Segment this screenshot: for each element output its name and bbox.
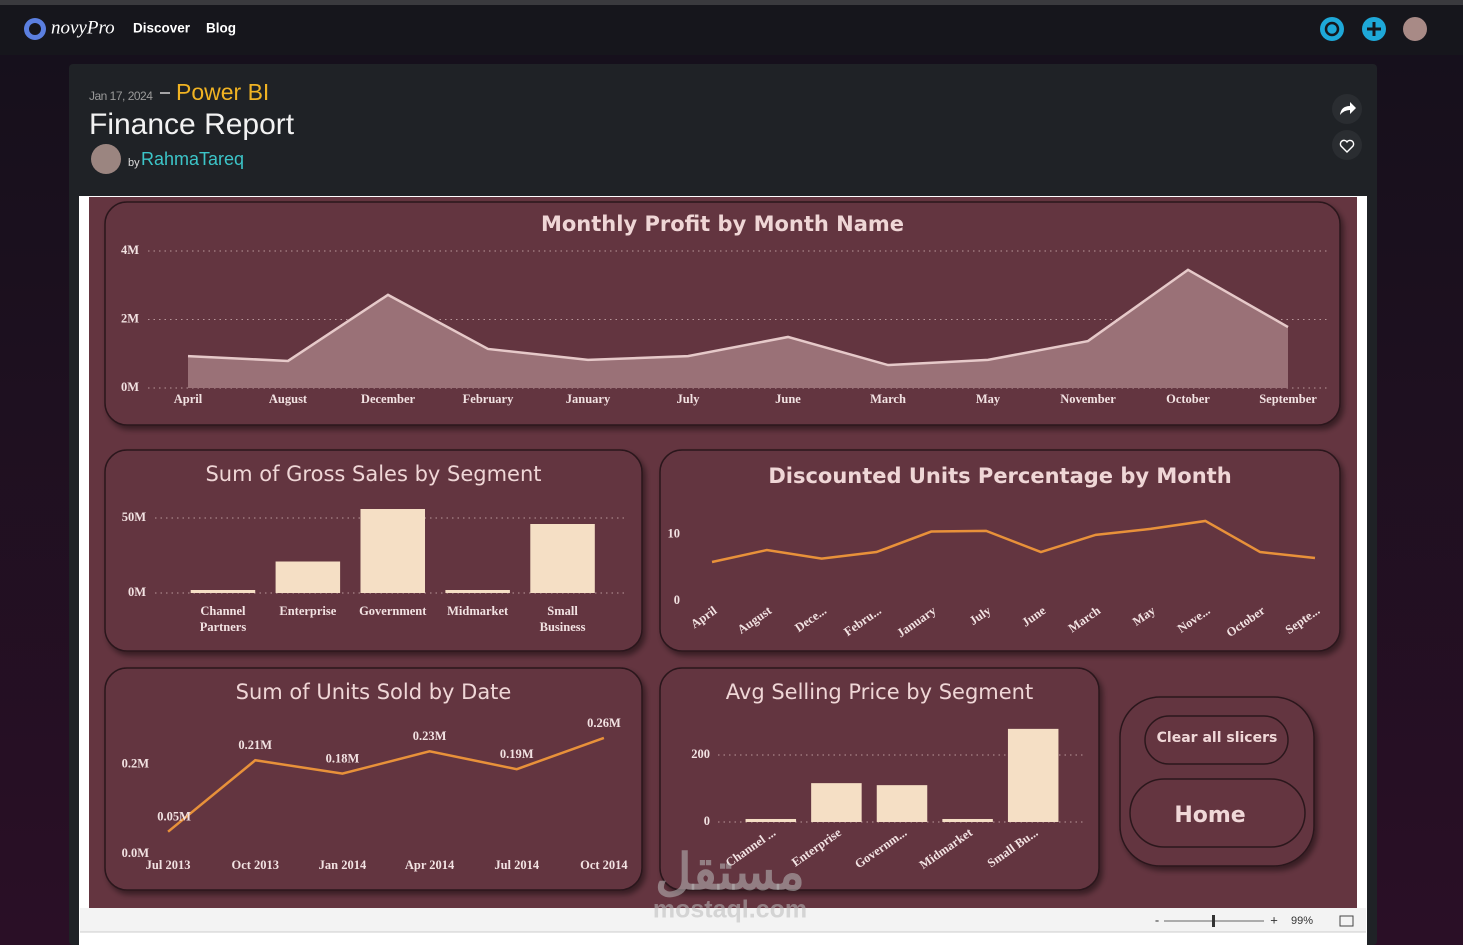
- x-tick-label: July: [677, 392, 701, 406]
- chart-title: Sum of Gross Sales by Segment: [205, 462, 541, 486]
- y-tick-label: 4M: [121, 243, 139, 257]
- data-label: 0.23M: [413, 729, 447, 743]
- x-tick-label: August: [269, 392, 308, 406]
- x-tick-label: June: [775, 392, 801, 406]
- top-strip: [0, 0, 1463, 5]
- line: [187, 268, 1289, 367]
- brand[interactable]: novyPro: [51, 17, 115, 38]
- bar: [530, 524, 595, 593]
- logo-inner: [29, 23, 41, 35]
- like-button[interactable]: [1332, 130, 1362, 160]
- zoom-level: 99%: [1291, 915, 1313, 927]
- user-avatar[interactable]: [1403, 17, 1427, 41]
- x-tick-label: May: [976, 392, 1001, 406]
- x-tick-label: Midmarket: [447, 604, 509, 618]
- y-tick-label: 10: [668, 527, 681, 541]
- bar: [811, 783, 862, 822]
- line: [711, 519, 1316, 564]
- x-tick-label: Channel Partners: [200, 604, 247, 634]
- x-tick-label: January: [566, 392, 611, 406]
- y-tick-label: 2M: [121, 311, 139, 325]
- post-date: Jan 17, 2024: [89, 89, 153, 103]
- zoom-out[interactable]: -: [1155, 912, 1159, 927]
- home-button[interactable]: [1129, 778, 1306, 848]
- bar: [876, 785, 928, 822]
- bar: [190, 590, 256, 593]
- y-tick-label: 0.0M: [122, 846, 150, 860]
- data-label: 0.18M: [326, 752, 360, 766]
- bar: [942, 818, 993, 822]
- support-icon-inner: [1324, 21, 1340, 37]
- platform: Power BI: [176, 79, 269, 105]
- x-tick-label: November: [1060, 392, 1116, 406]
- bar: [745, 818, 797, 822]
- bar: [445, 590, 510, 593]
- fit-page[interactable]: [1339, 915, 1354, 927]
- x-tick-label: Jul 2013: [146, 858, 191, 872]
- y-tick-label: 0.2M: [122, 757, 150, 771]
- button-label: Clear all slicers: [1157, 730, 1278, 746]
- x-tick-label: September: [1259, 392, 1317, 406]
- button-label: Home: [1174, 803, 1245, 828]
- x-tick-label: December: [361, 392, 416, 406]
- chart-title: Monthly Profit by Month Name: [541, 212, 904, 236]
- data-label: 0.05M: [157, 810, 191, 824]
- x-tick-label: February: [463, 392, 514, 406]
- x-tick-label: Jan 2014: [319, 858, 367, 872]
- y-tick-label: 0M: [128, 585, 146, 599]
- clear-slicers-button[interactable]: [1144, 715, 1289, 765]
- chart-panel: [659, 667, 1100, 891]
- x-tick-label: Apr 2014: [405, 858, 455, 872]
- chart-title: Sum of Units Sold by Date: [236, 680, 512, 704]
- y-tick-label: 0: [674, 593, 680, 607]
- chart-panel: [104, 667, 643, 891]
- chart-title: Avg Selling Price by Segment: [726, 680, 1033, 704]
- navbar: [0, 5, 1463, 55]
- line: [167, 736, 605, 833]
- heart-icon: [1339, 139, 1355, 153]
- bar: [1007, 728, 1059, 822]
- y-tick-label: 0M: [121, 380, 139, 394]
- author-name[interactable]: RahmaTareq: [141, 149, 244, 169]
- post-title: Finance Report: [89, 108, 295, 141]
- x-tick-label: Oct 2013: [231, 858, 279, 872]
- x-tick-label: Government: [359, 604, 427, 618]
- author-avatar[interactable]: [91, 144, 121, 174]
- y-tick-label: 200: [691, 747, 710, 761]
- data-label: 0.19M: [500, 747, 534, 761]
- x-tick-label: Oct 2014: [580, 858, 628, 872]
- area-fill: [188, 269, 1288, 388]
- bar: [275, 561, 341, 593]
- nav-link[interactable]: Discover: [133, 21, 191, 36]
- chart-panel: [659, 449, 1341, 652]
- status-bar: [80, 908, 1366, 932]
- x-tick-label: April: [174, 392, 203, 406]
- data-label: 0.26M: [587, 716, 621, 730]
- x-tick-label: October: [1166, 392, 1210, 406]
- x-tick-label: Small Business: [540, 604, 586, 634]
- share-icon: [1340, 102, 1356, 115]
- watermark: mostaql.com: [653, 896, 807, 924]
- support-icon[interactable]: [1320, 17, 1344, 41]
- x-tick-label: March: [870, 392, 906, 406]
- watermark: مستقل: [655, 844, 805, 900]
- x-tick-label: Enterprise: [279, 604, 336, 618]
- zoom-thumb[interactable]: [1212, 915, 1215, 927]
- add-icon-plus: [1367, 22, 1381, 36]
- bar: [360, 509, 426, 593]
- y-tick-label: 50M: [122, 510, 147, 524]
- nav-link[interactable]: Blog: [206, 21, 236, 36]
- data-label: 0.21M: [238, 738, 272, 752]
- chart-title: Discounted Units Percentage by Month: [768, 464, 1231, 488]
- by-label: by: [128, 157, 140, 169]
- y-tick-label: 0: [704, 814, 710, 828]
- x-tick-label: Jul 2014: [494, 858, 540, 872]
- zoom-in[interactable]: +: [1270, 912, 1278, 927]
